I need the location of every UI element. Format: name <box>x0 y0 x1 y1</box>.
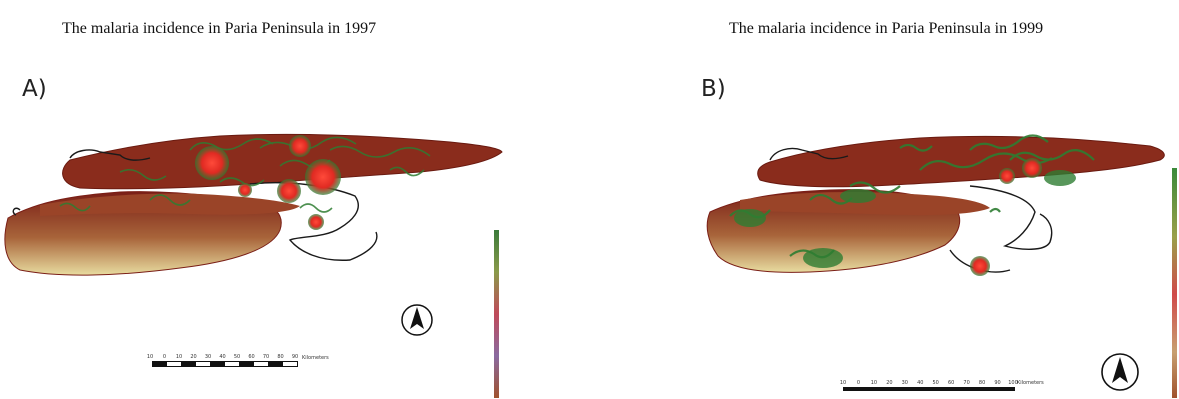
panel-label: B) <box>701 76 726 102</box>
incidence-hotspot <box>195 146 229 180</box>
scale-tick-label: 30 <box>205 354 211 360</box>
map-panel-1999: The malaria incidence in Paria Peninsula… <box>590 0 1179 399</box>
scale-unit: Kilometers <box>1017 380 1044 386</box>
incidence-hotspot <box>999 168 1015 184</box>
map-canvas: 10 0 10 20 30 40 50 60 70 80 90 Kilometers <box>4 133 503 398</box>
scale-tick-label: 50 <box>933 380 939 386</box>
terrain-north-strip <box>62 133 503 190</box>
scale-tick-label: 10 <box>871 380 877 386</box>
scale-tick-label: 20 <box>886 380 892 386</box>
terrain-middle-strip <box>40 193 300 216</box>
scale-bar <box>843 387 1015 391</box>
incidence-hotspot <box>970 256 990 276</box>
incidence-hotspot <box>1022 158 1042 178</box>
scale-tick-label: 80 <box>277 354 283 360</box>
scale-tick-label: 90 <box>994 380 1000 386</box>
map-title: The malaria incidence in Paria Peninsula… <box>729 20 1044 37</box>
north-arrow-icon <box>1101 353 1139 391</box>
scale-tick-labels: 10 0 10 20 30 40 50 60 70 80 90 <box>147 354 298 360</box>
incidence-hotspot <box>305 159 341 195</box>
incidence-hotspot <box>238 183 252 197</box>
scale-tick-label: 40 <box>219 354 225 360</box>
panel-label: A) <box>22 76 47 102</box>
map-canvas: 10 0 10 20 30 40 50 60 70 80 90 100 Kilometers <box>706 134 1177 398</box>
scale-tick-label: 0 <box>163 354 166 360</box>
scale-tick-label: 70 <box>963 380 969 386</box>
scale-tick-label: 20 <box>190 354 196 360</box>
scale-tick-label: 60 <box>948 380 954 386</box>
scale-tick-label: 60 <box>248 354 254 360</box>
incidence-hotspot <box>277 179 301 203</box>
scale-tick-label: 30 <box>902 380 908 386</box>
legend-color-bar <box>1172 168 1177 398</box>
scale-tick-label: 100 <box>1008 380 1018 386</box>
incidence-contours <box>59 136 431 213</box>
legend-color-bar <box>494 230 499 398</box>
scale-tick-labels: 10 0 10 20 30 40 50 60 70 80 90 100 <box>840 380 1018 386</box>
terrain-north-strip <box>757 135 1165 188</box>
incidence-hotspot <box>308 214 324 230</box>
scale-tick-label: 90 <box>292 354 298 360</box>
scale-tick-label: 10 <box>176 354 182 360</box>
scale-tick-label: 10 <box>840 380 846 386</box>
terrain-middle-strip <box>740 192 990 216</box>
scale-bar <box>152 361 298 367</box>
scale-tick-label: 50 <box>234 354 240 360</box>
scale-tick-label: 0 <box>857 380 860 386</box>
scale-tick-label: 70 <box>263 354 269 360</box>
north-arrow-icon <box>401 304 433 336</box>
scale-unit: Kilometers <box>302 355 329 361</box>
incidence-hotspot <box>289 135 311 157</box>
scale-tick-label: 80 <box>979 380 985 386</box>
scale-tick-label: 40 <box>917 380 923 386</box>
scale-tick-label: 10 <box>147 354 153 360</box>
incidence-patches <box>734 170 1076 268</box>
map-title: The malaria incidence in Paria Peninsula… <box>62 20 377 37</box>
map-panel-1997: The malaria incidence in Paria Peninsula… <box>0 0 560 399</box>
